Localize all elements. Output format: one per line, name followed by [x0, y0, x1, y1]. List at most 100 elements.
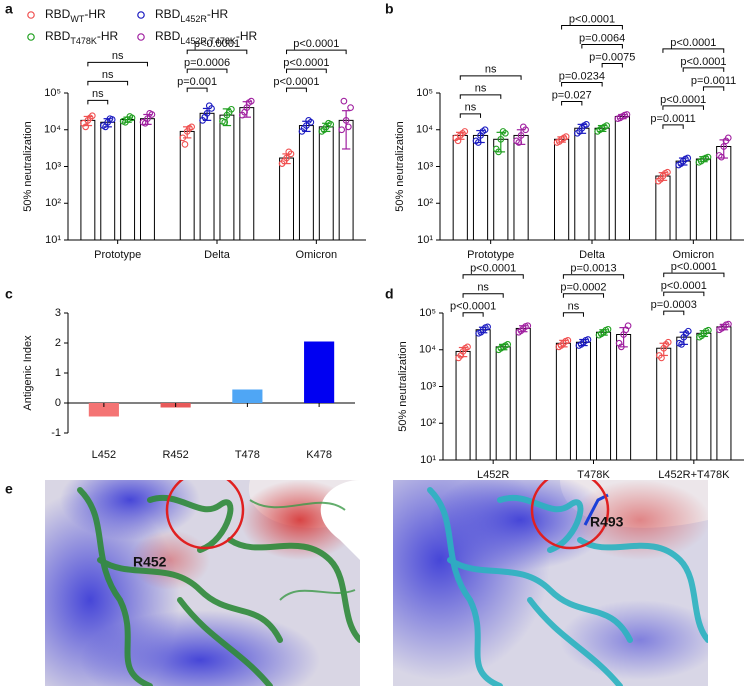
- data-point: [106, 115, 114, 123]
- legend-label-part: L452R: [180, 14, 207, 24]
- data-point: [718, 325, 726, 332]
- significance-bracket: [663, 291, 705, 297]
- data-point: [499, 128, 507, 135]
- significance-bracket: [286, 68, 327, 74]
- significance-bracket: [561, 101, 583, 106]
- y-tick-label: 10³: [45, 160, 61, 172]
- significance-bracket: [702, 86, 725, 91]
- legend-label-part: -HR: [207, 7, 229, 21]
- legend-marker: [137, 33, 145, 41]
- y-tick-label: 10⁵: [416, 87, 433, 99]
- data-point: [621, 111, 629, 119]
- significance-label: p=0.027: [552, 89, 592, 101]
- bar: [596, 331, 612, 461]
- data-point: [102, 123, 109, 131]
- significance-label: p<0.0001: [671, 261, 717, 273]
- data-point: [181, 141, 189, 148]
- data-point: [122, 118, 129, 126]
- bar: [88, 403, 119, 417]
- data-point: [497, 135, 505, 143]
- data-point: [601, 123, 608, 131]
- significance-bracket: [662, 105, 704, 110]
- bar: [232, 389, 263, 403]
- data-point: [186, 124, 193, 132]
- data-point: [86, 114, 94, 122]
- data-point: [82, 123, 89, 131]
- bar: [675, 160, 691, 241]
- bar: [575, 341, 591, 461]
- data-point: [141, 119, 149, 127]
- significance-label: p<0.0001: [273, 76, 319, 88]
- bar: [279, 157, 294, 241]
- bar: [554, 138, 570, 241]
- bar: [616, 333, 632, 461]
- data-point: [285, 148, 293, 156]
- data-point: [576, 128, 583, 135]
- x-tick-label: L452: [92, 449, 116, 461]
- significance-label: p=0.0003: [651, 299, 697, 311]
- data-point: [697, 157, 705, 165]
- legend-label: RBDWT-HR: [45, 7, 106, 24]
- significance-label: p<0.0001: [283, 57, 329, 69]
- significance-label: ns: [112, 50, 124, 62]
- data-point: [457, 352, 465, 359]
- x-tick-label: K478: [306, 449, 332, 461]
- significance-bracket: [459, 94, 502, 99]
- significance-bracket: [459, 113, 482, 118]
- data-point: [300, 124, 308, 132]
- data-point: [338, 126, 346, 134]
- bar: [614, 115, 630, 241]
- significance-bracket: [462, 293, 504, 298]
- data-point: [678, 341, 685, 348]
- data-point: [698, 332, 705, 340]
- data-point: [146, 109, 154, 117]
- bar: [239, 107, 255, 241]
- significance-label: ns: [102, 69, 114, 81]
- y-tick-label: 10²: [417, 197, 433, 209]
- y-tick-label: 10¹: [45, 234, 61, 246]
- data-point: [602, 326, 610, 334]
- significance-label: p<0.0001: [661, 280, 707, 292]
- significance-label: p<0.0001: [293, 38, 339, 50]
- panel-label: c: [5, 286, 13, 302]
- data-point: [241, 108, 248, 116]
- data-point: [582, 337, 590, 344]
- data-point: [459, 129, 466, 137]
- bar: [80, 119, 96, 241]
- significance-bracket: [459, 75, 522, 80]
- y-tick-label: 2: [55, 337, 61, 349]
- bar: [695, 158, 712, 241]
- data-point: [682, 329, 690, 337]
- data-point: [522, 323, 529, 330]
- significance-bracket: [87, 61, 148, 67]
- significance-bracket: [562, 274, 625, 279]
- bar: [696, 332, 712, 461]
- significance-bracket: [87, 80, 129, 86]
- significance-label: p=0.0002: [560, 282, 606, 294]
- significance-label: p<0.0001: [569, 13, 615, 25]
- significance-label: p<0.0001: [470, 263, 516, 275]
- data-point: [126, 113, 134, 120]
- data-point: [722, 321, 730, 329]
- data-point: [677, 160, 685, 167]
- data-point: [245, 99, 253, 106]
- bar: [472, 134, 489, 241]
- data-point: [325, 119, 332, 127]
- data-point: [479, 128, 487, 135]
- x-tick-label: Prototype: [467, 249, 514, 261]
- data-point: [342, 117, 350, 124]
- significance-label: ns: [92, 88, 104, 100]
- y-axis-label: 50% neutralization: [397, 341, 409, 432]
- bar: [515, 327, 531, 461]
- significance-label: ns: [475, 83, 487, 95]
- bar: [298, 125, 314, 241]
- significance-label: p=0.0011: [650, 113, 695, 125]
- bar: [555, 342, 571, 461]
- x-tick-label: Omicron: [296, 249, 338, 261]
- significance-label: ns: [485, 64, 497, 76]
- bar: [455, 350, 471, 461]
- bar: [493, 138, 509, 241]
- significance-bracket: [562, 312, 584, 317]
- data-point: [577, 341, 585, 348]
